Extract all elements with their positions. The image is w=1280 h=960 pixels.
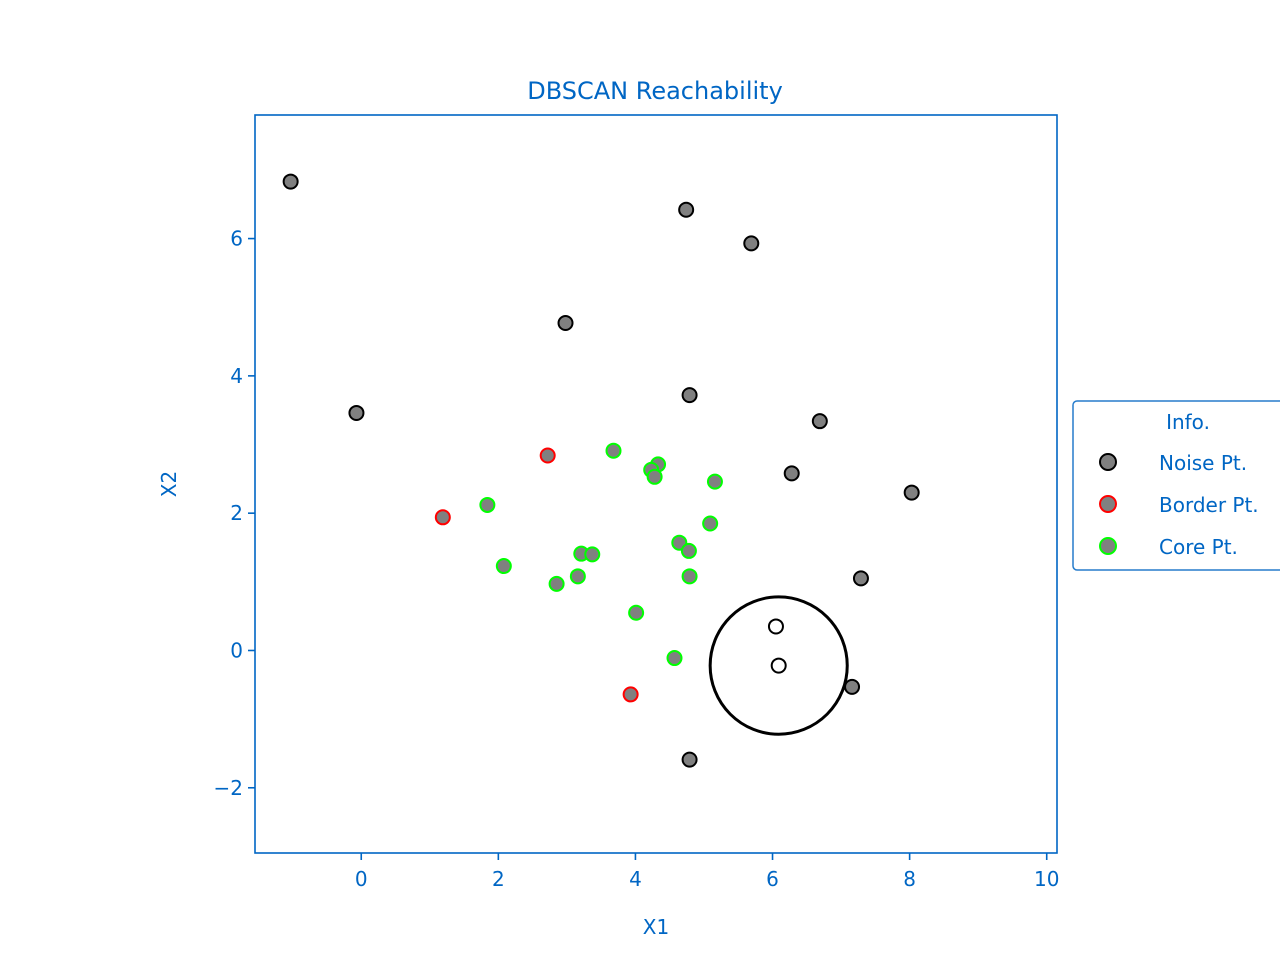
- x-tick-label: 10: [1034, 867, 1059, 891]
- legend-marker: [1099, 495, 1117, 513]
- y-tick-label: 0: [230, 638, 243, 662]
- border-pt-point: [434, 509, 451, 526]
- legend-label: Border Pt.: [1159, 493, 1259, 517]
- y-tick-label: 6: [230, 227, 243, 251]
- noise-pt-point: [681, 751, 698, 768]
- noise-pt-point: [282, 173, 299, 190]
- query-point: [770, 657, 787, 674]
- core-pt-point: [646, 468, 663, 485]
- noise-pt-point: [811, 413, 828, 430]
- legend-marker: [1099, 453, 1117, 471]
- noise-pt-point: [348, 404, 365, 421]
- x-tick-label: 8: [903, 867, 916, 891]
- core-pt-point: [706, 473, 723, 490]
- core-pt-point: [681, 568, 698, 585]
- core-pt-point: [479, 496, 496, 513]
- noise-pt-point: [743, 235, 760, 252]
- y-axis: −2 0 2 4 6: [214, 227, 255, 800]
- legend-title: Info.: [1166, 410, 1210, 434]
- y-tick-label: 4: [230, 364, 243, 388]
- chart-title: DBSCAN Reachability: [527, 77, 783, 105]
- x-tick-label: 6: [766, 867, 779, 891]
- epsilon-circle: [708, 595, 849, 736]
- x-axis: 0 2 4 6 8 10: [355, 853, 1059, 891]
- x-tick-label: 2: [492, 867, 505, 891]
- noise-pt-point: [844, 678, 861, 695]
- noise-pt-point: [681, 387, 698, 404]
- core-pt-point: [495, 558, 512, 575]
- plot-area: [282, 173, 920, 768]
- legend-label: Core Pt.: [1159, 535, 1238, 559]
- border-pt-point: [539, 447, 556, 464]
- y-axis-label: X2: [157, 471, 181, 497]
- y-tick-label: 2: [230, 501, 243, 525]
- legend-frame: [1072, 400, 1280, 571]
- legend-label: Noise Pt.: [1159, 451, 1247, 475]
- core-pt-point: [584, 546, 601, 563]
- noise-pt-point: [852, 570, 869, 587]
- x-tick-label: 4: [629, 867, 642, 891]
- noise-pt-point: [903, 484, 920, 501]
- noise-pt-point: [678, 201, 695, 218]
- legend: Info. Noise Pt. Border Pt. Core Pt.: [1072, 400, 1280, 571]
- y-tick-label: −2: [214, 776, 243, 800]
- legend-marker: [1099, 537, 1117, 555]
- core-pt-point: [666, 650, 683, 667]
- noise-pt-point: [557, 315, 574, 332]
- core-pt-point: [628, 604, 645, 621]
- noise-pt-point: [783, 465, 800, 482]
- core-pt-point: [569, 568, 586, 585]
- x-tick-label: 0: [355, 867, 368, 891]
- query-point: [767, 618, 784, 635]
- core-pt-point: [680, 542, 697, 559]
- core-pt-point: [548, 575, 565, 592]
- border-pt-point: [622, 686, 639, 703]
- x-axis-label: X1: [643, 915, 669, 939]
- plot-frame: [254, 114, 1058, 854]
- core-pt-point: [702, 515, 719, 532]
- core-pt-point: [605, 442, 622, 459]
